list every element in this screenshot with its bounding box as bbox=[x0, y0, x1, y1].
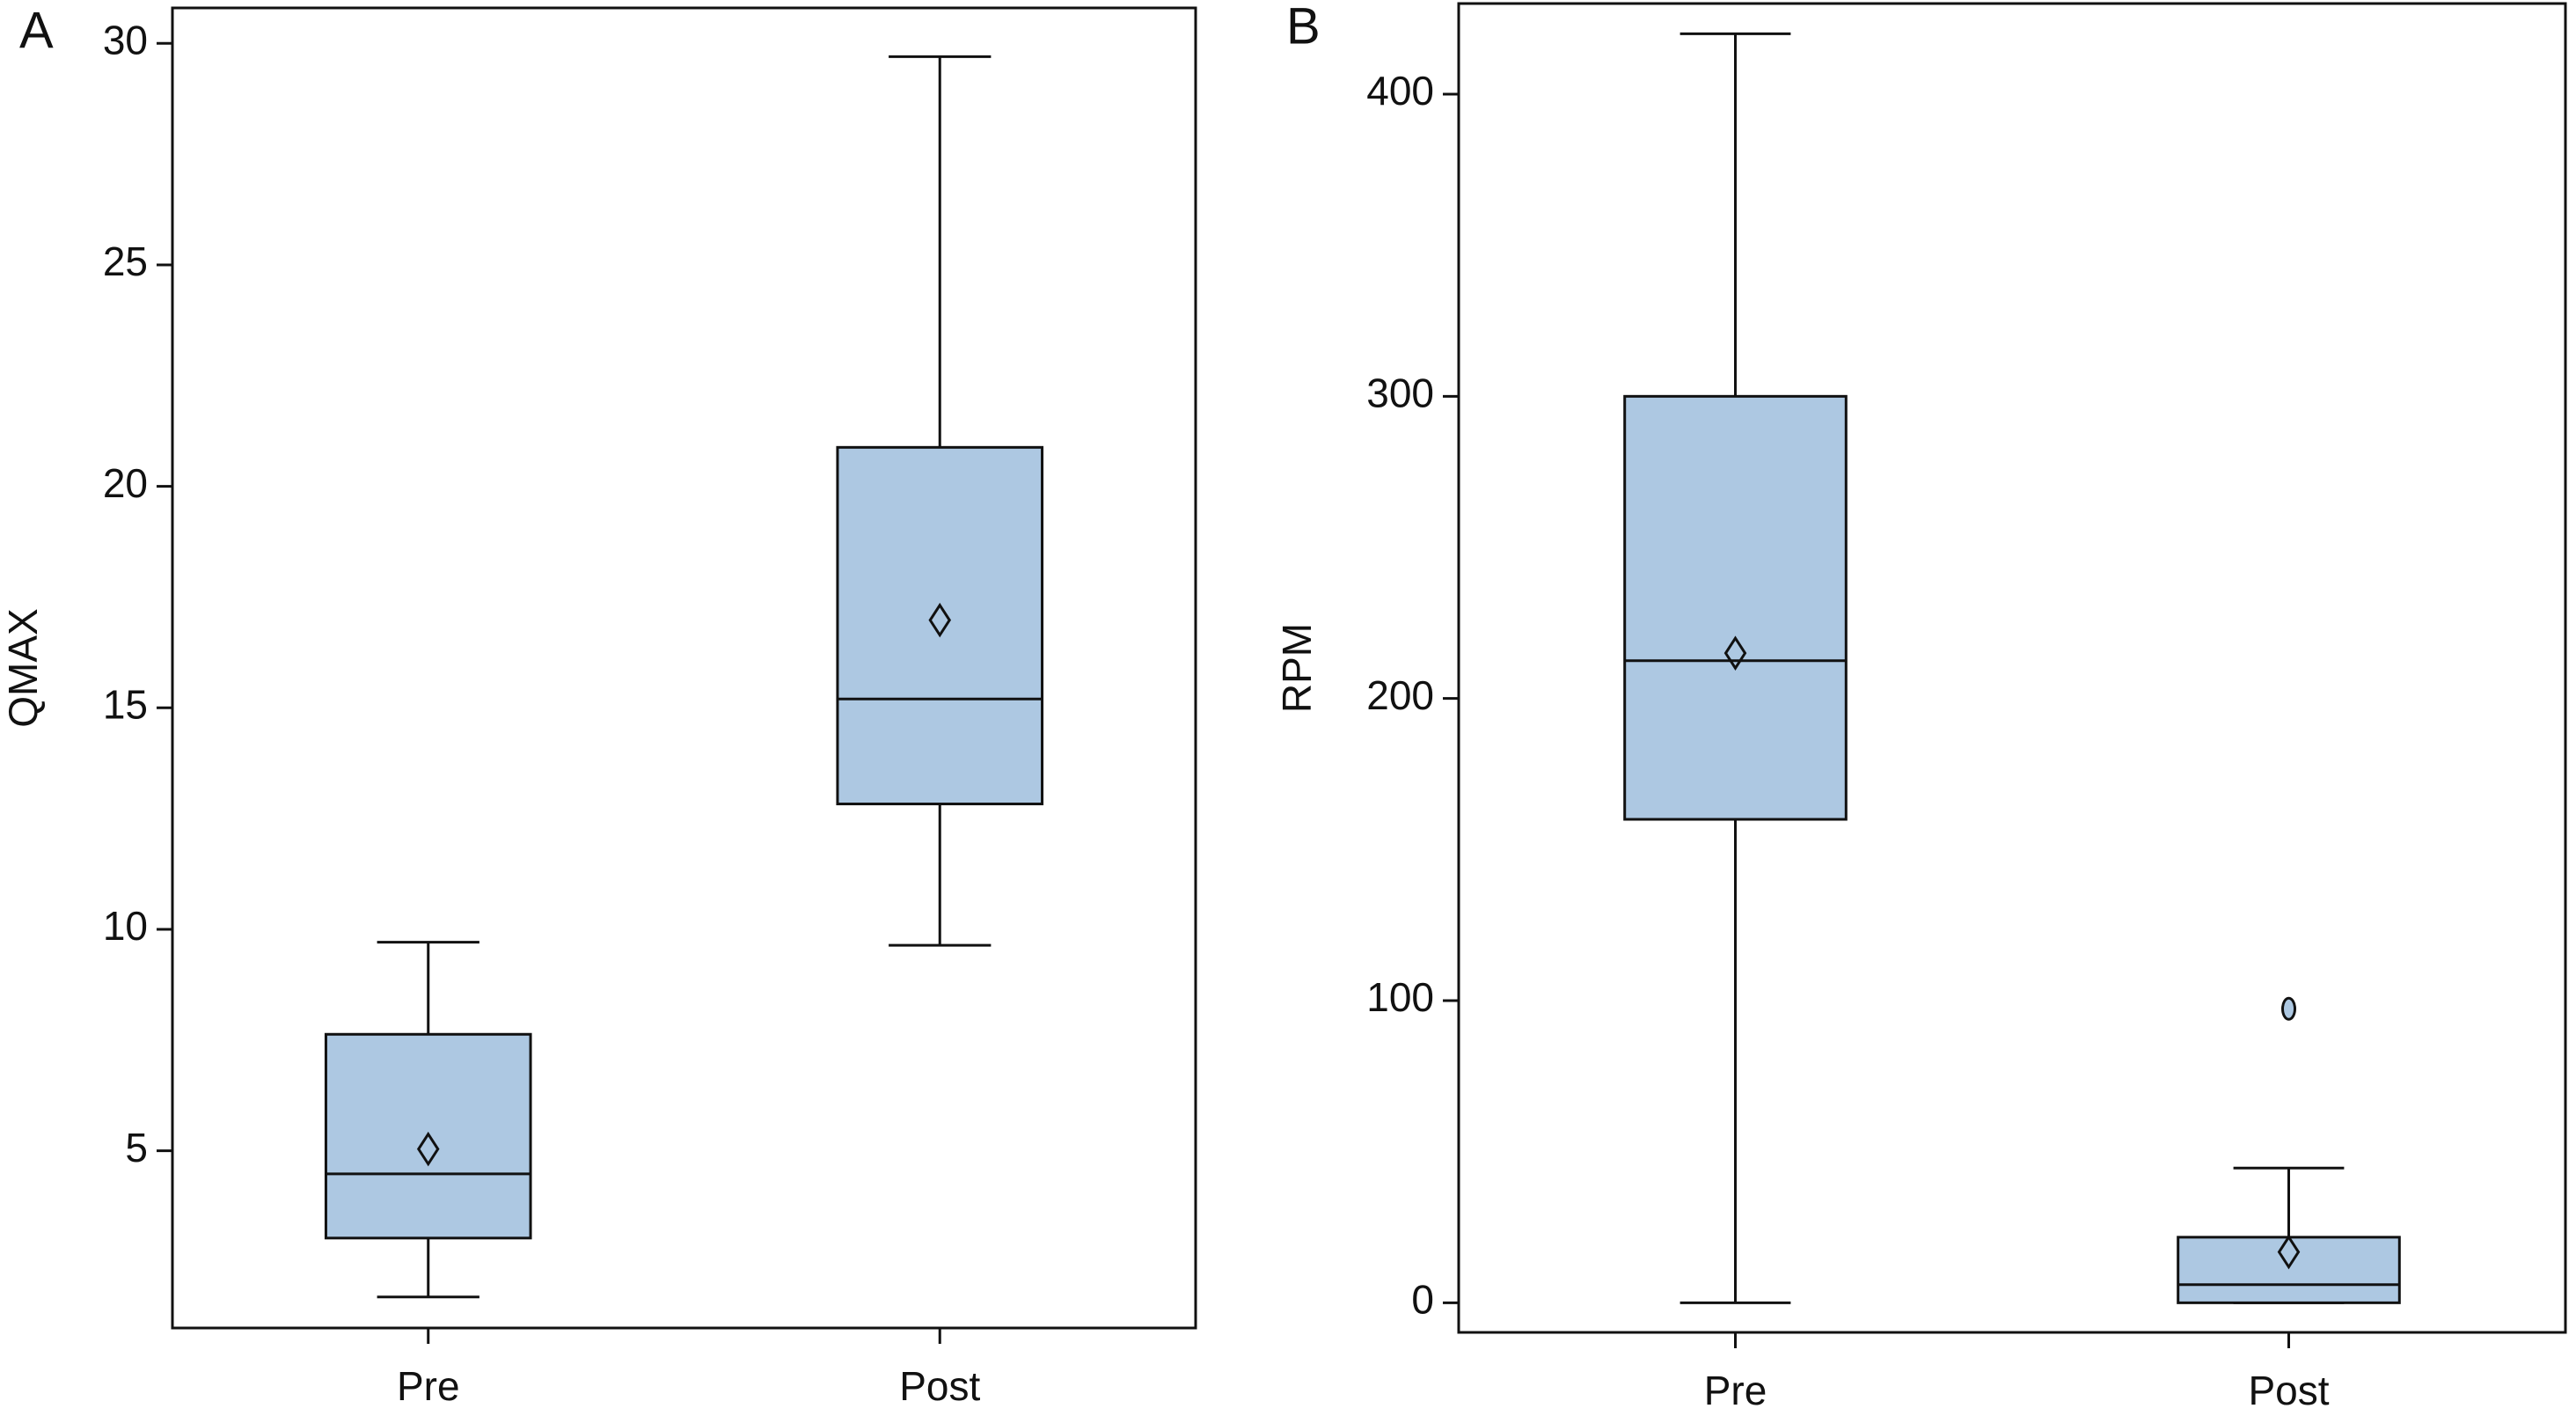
y-axis-label: QMAX bbox=[0, 608, 46, 727]
y-tick-label: 10 bbox=[103, 903, 148, 949]
y-tick-label: 100 bbox=[1366, 974, 1434, 1020]
y-tick-label: 15 bbox=[103, 681, 148, 727]
y-axis-label: RPM bbox=[1274, 623, 1320, 713]
box bbox=[2177, 1236, 2401, 1304]
panel-label: A bbox=[19, 2, 54, 59]
mean-marker bbox=[1723, 635, 1747, 671]
y-tick-label: 25 bbox=[103, 238, 148, 284]
box bbox=[836, 445, 1044, 806]
x-tick-label: Post bbox=[899, 1363, 980, 1409]
y-tick-label: 200 bbox=[1366, 672, 1434, 718]
y-tick-label: 0 bbox=[1411, 1277, 1434, 1323]
mean-marker bbox=[416, 1131, 440, 1167]
plot-frame bbox=[1457, 2, 2567, 1334]
panel-label: B bbox=[1286, 0, 1321, 55]
y-tick-label: 30 bbox=[103, 17, 148, 62]
y-tick-label: 300 bbox=[1366, 370, 1434, 415]
x-tick-label: Pre bbox=[397, 1363, 460, 1409]
y-tick-label: 400 bbox=[1366, 68, 1434, 114]
plot-frame bbox=[171, 6, 1197, 1330]
x-tick-label: Post bbox=[2248, 1368, 2329, 1413]
y-tick-label: 5 bbox=[125, 1125, 148, 1170]
outlier bbox=[2281, 996, 2296, 1021]
x-tick-label: Pre bbox=[1704, 1368, 1767, 1413]
mean-marker bbox=[928, 602, 952, 638]
mean-marker bbox=[2277, 1234, 2301, 1270]
box bbox=[1623, 394, 1848, 821]
y-tick-label: 20 bbox=[103, 460, 148, 506]
